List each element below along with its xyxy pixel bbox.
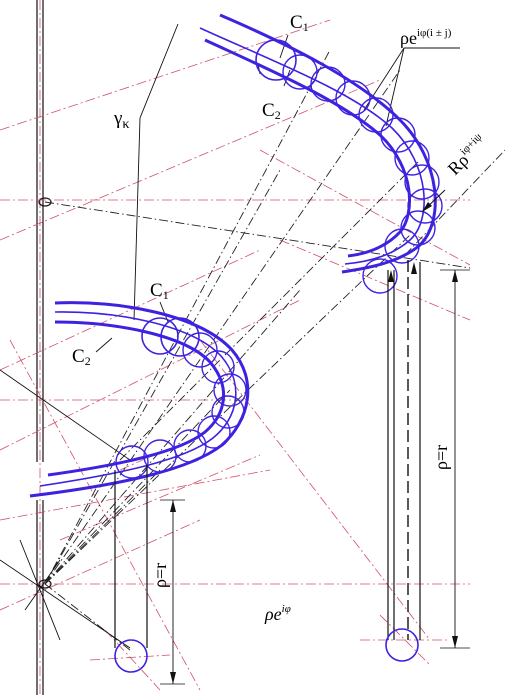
- label-c2-top: C2: [262, 100, 281, 122]
- upper-circles: [255, 39, 443, 294]
- radius-arrow: [421, 189, 446, 213]
- label-c1-left: C1: [150, 280, 169, 302]
- labels: C1 C2 C1 C2 γκ ρeiφ(i ± j) Rρiφ+iψ ρ=r ρ…: [72, 12, 491, 624]
- label-rho-e: ρeiφ: [264, 603, 291, 624]
- lower-curve: [29, 301, 250, 498]
- label-c1-top: C1: [290, 12, 309, 34]
- axis-pivots: [38, 197, 52, 589]
- label-rho-exp: ρeiφ(i ± j): [400, 27, 452, 48]
- label-c2-left: C2: [72, 346, 91, 368]
- right-strip: [385, 260, 470, 662]
- left-strip: [114, 465, 185, 685]
- label-gamma: γκ: [113, 108, 129, 132]
- vertical-axis: [36, 0, 44, 695]
- leader-lines: [0, 23, 460, 649]
- label-R-rho: Rρiφ+iψ: [443, 131, 491, 179]
- dashdot-lines: [44, 49, 506, 651]
- label-rho-r-left: ρ=r: [150, 563, 170, 588]
- label-rho-r-right: ρ=r: [431, 445, 451, 470]
- lower-circles: [115, 317, 247, 479]
